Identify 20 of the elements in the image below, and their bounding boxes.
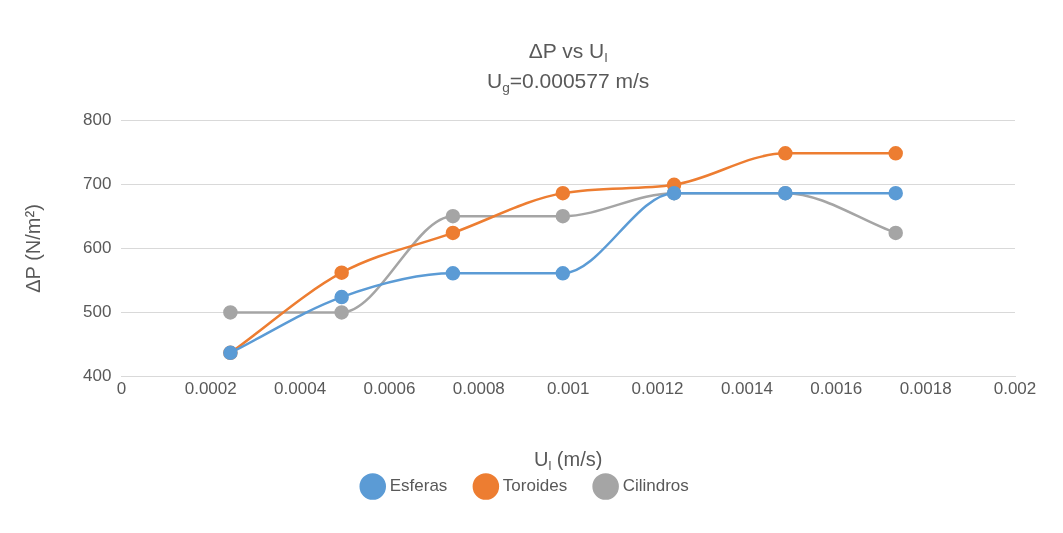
x-tick-label: 0.002 — [993, 379, 1037, 399]
x-tick-label: 0.0004 — [274, 379, 327, 399]
y-tick-label: 500 — [82, 302, 112, 322]
x-tick-label: 0.0014 — [720, 379, 773, 399]
x-tick-label: 0.0018 — [899, 379, 952, 399]
x-tick-label: 0.0006 — [363, 379, 416, 399]
x-tick-label: 0.0016 — [810, 379, 863, 399]
y-tick-label: 400 — [82, 366, 112, 386]
legend-label: Esferas — [389, 476, 448, 496]
x-tick-label: 0 — [116, 379, 127, 399]
y-tick-label: 700 — [82, 173, 112, 193]
x-tick-label: 0.0012 — [631, 379, 684, 399]
y-axis-title: ΔP (N/m²) — [21, 204, 44, 293]
y-tick-label: 800 — [82, 109, 112, 129]
x-tick-label: 0.001 — [546, 379, 590, 399]
y-tick-label: 600 — [82, 237, 112, 257]
legend-label: Cilindros — [622, 476, 689, 496]
legend-label: Toroides — [502, 476, 568, 496]
x-tick-label: 0.0008 — [452, 379, 505, 399]
x-tick-label: 0.0002 — [184, 379, 237, 399]
